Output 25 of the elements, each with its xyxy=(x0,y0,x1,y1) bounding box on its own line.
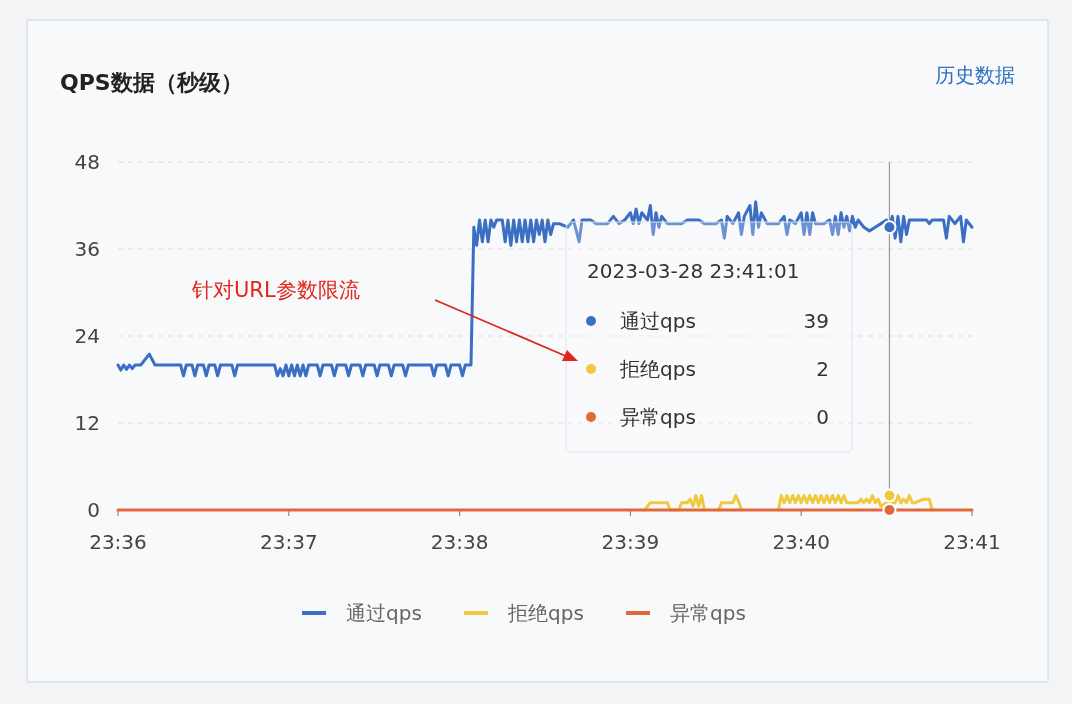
legend-label: 通过qps xyxy=(620,309,696,333)
y-tick-label: 48 xyxy=(74,150,100,174)
x-tick-label: 23:37 xyxy=(259,530,318,554)
line-series xyxy=(116,200,974,378)
text: 异常qps xyxy=(670,601,746,625)
legend-label: 异常qps xyxy=(620,405,696,429)
annotation: 2023-03-28 23:41:01 xyxy=(587,259,800,283)
text: 通过qps xyxy=(346,601,422,625)
x-tick-label: 23:39 xyxy=(601,530,660,554)
legend-label: 拒绝qps xyxy=(619,357,696,381)
text: 历史数据 xyxy=(935,63,1015,87)
y-tick-label: 0 xyxy=(87,498,100,522)
x-tick-label: 23:38 xyxy=(430,530,489,554)
annotation: 针对URL参数限流 xyxy=(191,278,360,302)
y-tick-label: 24 xyxy=(74,324,100,348)
annotation: 2 xyxy=(816,357,829,381)
y-tick-label: 12 xyxy=(74,411,100,435)
annotation: 39 xyxy=(803,309,829,333)
text: 拒绝qps xyxy=(508,601,584,625)
y-tick-label: 36 xyxy=(74,237,100,261)
chart-title: QPS数据（秒级） xyxy=(60,70,243,95)
x-tick-label: 23:40 xyxy=(772,530,831,554)
x-tick-label: 23:41 xyxy=(943,530,1001,554)
x-tick-label: 23:36 xyxy=(89,530,147,554)
annotation: 0 xyxy=(816,405,829,429)
